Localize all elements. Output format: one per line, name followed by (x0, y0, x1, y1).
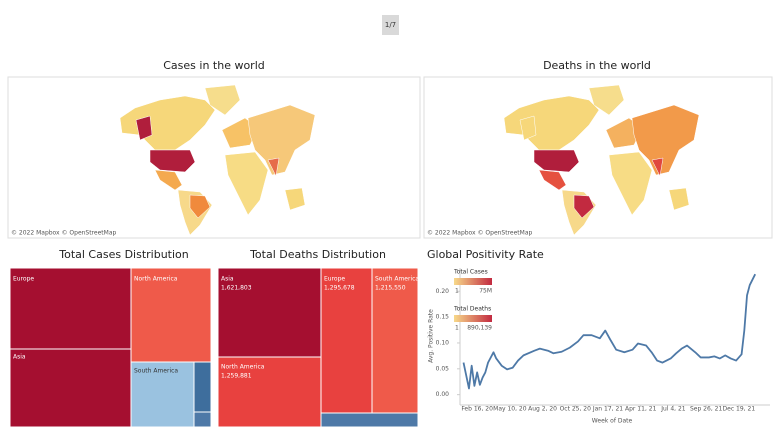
map (119, 84, 316, 236)
map-attribution: © 2022 Mapbox © OpenStreetMap (427, 230, 533, 237)
treemap-title: Total Deaths Distribution (249, 248, 386, 261)
treemap-value: 1,295,678 (324, 285, 355, 292)
country (224, 151, 269, 216)
country (668, 187, 690, 211)
treemap-cell[interactable] (130, 267, 212, 363)
country (608, 151, 653, 216)
y-axis-title: Avg. Positive Rate (428, 309, 435, 363)
treemap-label: Asia (13, 354, 26, 361)
country (588, 84, 625, 116)
treemap-cell[interactable] (371, 267, 419, 414)
legend-min: 1 (455, 325, 459, 332)
treemap-label: North America (221, 364, 265, 371)
treemap-cell[interactable] (130, 361, 195, 428)
country (533, 149, 580, 173)
country (149, 149, 196, 173)
country (154, 169, 183, 191)
treemap-value: 1,259,881 (221, 373, 252, 380)
x-tick-label: Oct 25, 20 (560, 406, 592, 413)
treemap-cell[interactable] (320, 412, 419, 428)
line-chart: 0.00 0.05 0.10 0.15 0.20 Feb 16, 20 May 10, 20… (436, 268, 770, 413)
treemap-title: Total Cases Distribution (58, 248, 189, 261)
treemap-value: 1,621,803 (221, 285, 252, 292)
x-tick-label: Jan 17, 21 (592, 406, 623, 413)
legend-max: 890,139 (467, 325, 492, 332)
color-legends: Total Cases 1 75M Total Deaths 1 890,139 (453, 269, 492, 332)
treemap-cell[interactable] (9, 348, 132, 428)
legend-title: Total Cases (453, 269, 488, 276)
map (503, 84, 700, 236)
treemap-label: Europe (13, 276, 34, 283)
line (462, 273, 757, 390)
x-axis-title: Week of Date (592, 418, 633, 425)
country (284, 187, 306, 211)
treemap-cell[interactable] (217, 356, 322, 428)
y-tick-label: 0.00 (436, 391, 450, 398)
map-attribution: © 2022 Mapbox © OpenStreetMap (11, 230, 117, 237)
x-tick-label: Aug 2, 20 (528, 406, 557, 413)
pager[interactable]: 1/7 (385, 21, 396, 29)
country (573, 194, 595, 219)
treemap-label: Europe (324, 276, 345, 283)
y-tick-label: 0.20 (436, 288, 450, 295)
treemap-cell[interactable] (193, 411, 212, 428)
legend-bar (454, 278, 492, 285)
treemap-label: South America (134, 368, 178, 375)
treemap-cell[interactable] (217, 267, 322, 358)
treemap-cell[interactable] (193, 361, 212, 413)
country (538, 169, 567, 191)
legend-title: Total Deaths (453, 306, 491, 313)
y-tick-label: 0.15 (436, 314, 450, 321)
map-title: Deaths in the world (543, 59, 651, 72)
x-tick-label: Jul 4, 21 (660, 406, 686, 413)
x-tick-label: Apr 11, 21 (625, 406, 657, 413)
treemap-label: Asia (221, 276, 234, 283)
x-tick-label: Dec 19, 21 (723, 406, 756, 413)
treemap-cell[interactable] (320, 267, 373, 414)
treemap-value: 1,215,550 (375, 285, 406, 292)
map-title: Cases in the world (163, 59, 265, 72)
y-tick-label: 0.10 (436, 339, 450, 346)
x-tick-label: Sep 26, 21 (690, 406, 722, 413)
pager-button[interactable] (382, 15, 399, 35)
treemap (9, 267, 212, 428)
treemap-label: South America (375, 276, 419, 283)
country (247, 104, 316, 176)
chart-title: Global Positivity Rate (427, 248, 544, 261)
country (631, 104, 700, 176)
legend-bar (454, 315, 492, 322)
legend-min: 1 (455, 288, 459, 295)
country (267, 157, 280, 177)
country (204, 84, 241, 116)
country (519, 115, 537, 141)
x-tick-label: May 10, 20 (493, 406, 527, 413)
treemap (217, 267, 419, 428)
country (135, 115, 153, 141)
country (189, 194, 211, 219)
treemap-label: North America (134, 276, 178, 283)
y-tick-label: 0.05 (436, 365, 450, 372)
legend-max: 75M (479, 288, 492, 295)
country (651, 157, 664, 177)
x-tick-label: Feb 16, 20 (461, 406, 493, 413)
